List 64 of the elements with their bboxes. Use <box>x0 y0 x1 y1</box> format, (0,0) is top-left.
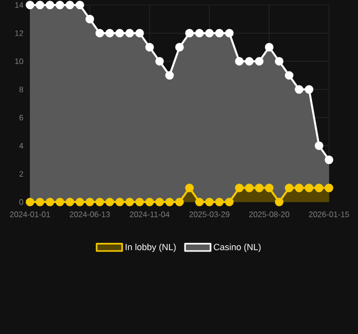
point <box>165 198 174 206</box>
point <box>244 56 254 66</box>
point <box>324 184 334 192</box>
point <box>225 28 234 38</box>
point <box>304 85 314 94</box>
point <box>36 198 44 206</box>
point <box>225 198 234 206</box>
point <box>294 85 304 94</box>
point <box>264 184 274 192</box>
point <box>76 198 84 206</box>
point <box>244 184 254 192</box>
point <box>165 71 174 80</box>
point <box>314 184 324 192</box>
point <box>86 14 94 24</box>
point <box>235 184 244 192</box>
point <box>135 28 144 38</box>
point <box>46 198 54 206</box>
point <box>175 198 184 206</box>
point <box>36 0 44 10</box>
point <box>215 28 224 38</box>
point <box>26 198 34 206</box>
point <box>125 198 134 206</box>
point <box>66 198 74 206</box>
point <box>254 56 264 66</box>
point <box>175 42 184 52</box>
point <box>294 184 304 192</box>
point <box>115 198 124 206</box>
point <box>185 184 194 192</box>
point <box>215 198 224 206</box>
point <box>205 28 214 38</box>
point <box>195 28 204 38</box>
point <box>155 56 164 66</box>
point <box>26 0 34 10</box>
point <box>95 28 104 38</box>
point <box>56 198 64 206</box>
point <box>264 42 274 52</box>
point <box>284 184 294 192</box>
point <box>76 0 84 10</box>
point <box>324 155 334 164</box>
point <box>205 198 214 206</box>
point <box>135 198 144 206</box>
legend-label: In lobby (NL) <box>126 244 176 252</box>
point <box>105 198 114 206</box>
point <box>304 184 314 192</box>
point <box>195 198 204 206</box>
point <box>185 28 194 38</box>
point <box>46 0 54 10</box>
point <box>274 198 284 206</box>
point <box>105 28 114 38</box>
point <box>155 198 164 206</box>
legend-label: Casino (NL) <box>214 244 261 252</box>
point <box>314 141 324 150</box>
point <box>115 28 124 38</box>
point <box>95 198 104 206</box>
point <box>145 42 154 52</box>
point <box>235 56 244 66</box>
point <box>125 28 134 38</box>
point <box>145 198 154 206</box>
point <box>284 71 294 80</box>
point <box>274 56 284 66</box>
point <box>86 198 94 206</box>
point <box>66 0 74 10</box>
point <box>254 184 264 192</box>
point <box>56 0 64 10</box>
